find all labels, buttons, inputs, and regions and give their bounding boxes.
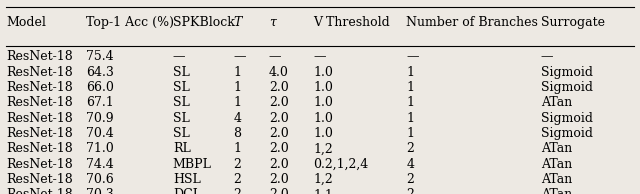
Text: HSL: HSL [173, 173, 200, 186]
Text: Surrogate: Surrogate [541, 16, 605, 29]
Text: ResNet-18: ResNet-18 [6, 158, 73, 171]
Text: Model: Model [6, 16, 46, 29]
Text: RL: RL [173, 142, 191, 155]
Text: SL: SL [173, 112, 189, 125]
Text: T: T [234, 16, 242, 29]
Text: 2.0: 2.0 [269, 142, 289, 155]
Text: 1.0: 1.0 [314, 127, 333, 140]
Text: Sigmoid: Sigmoid [541, 127, 593, 140]
Text: ResNet-18: ResNet-18 [6, 112, 73, 125]
Text: —: — [234, 50, 246, 63]
Text: Sigmoid: Sigmoid [541, 112, 593, 125]
Text: 74.4: 74.4 [86, 158, 114, 171]
Text: 1.0: 1.0 [314, 96, 333, 109]
Text: 66.0: 66.0 [86, 81, 115, 94]
Text: 2.0: 2.0 [269, 96, 289, 109]
Text: 70.4: 70.4 [86, 127, 114, 140]
Text: 1.0: 1.0 [314, 81, 333, 94]
Text: ResNet-18: ResNet-18 [6, 142, 73, 155]
Text: SPKBlock: SPKBlock [173, 16, 235, 29]
Text: DCL: DCL [173, 188, 201, 194]
Text: 2.0: 2.0 [269, 188, 289, 194]
Text: MBPL: MBPL [173, 158, 212, 171]
Text: ResNet-18: ResNet-18 [6, 173, 73, 186]
Text: Top-1 Acc (%): Top-1 Acc (%) [86, 16, 174, 29]
Text: 2: 2 [406, 173, 414, 186]
Text: 4.0: 4.0 [269, 66, 289, 79]
Text: —: — [406, 50, 419, 63]
Text: 2: 2 [406, 188, 414, 194]
Text: SL: SL [173, 127, 189, 140]
Text: 1: 1 [234, 81, 242, 94]
Text: —: — [314, 50, 326, 63]
Text: ResNet-18: ResNet-18 [6, 127, 73, 140]
Text: 70.3: 70.3 [86, 188, 114, 194]
Text: 1: 1 [406, 96, 415, 109]
Text: SL: SL [173, 66, 189, 79]
Text: 67.1: 67.1 [86, 96, 114, 109]
Text: ResNet-18: ResNet-18 [6, 188, 73, 194]
Text: 1: 1 [234, 142, 242, 155]
Text: 2.0: 2.0 [269, 112, 289, 125]
Text: 4: 4 [234, 112, 242, 125]
Text: 71.0: 71.0 [86, 142, 114, 155]
Text: ATan: ATan [541, 142, 572, 155]
Text: 2.0: 2.0 [269, 127, 289, 140]
Text: 4: 4 [406, 158, 415, 171]
Text: 2: 2 [234, 158, 241, 171]
Text: —: — [541, 50, 554, 63]
Text: 1,1: 1,1 [314, 188, 333, 194]
Text: Number of Branches: Number of Branches [406, 16, 538, 29]
Text: 70.6: 70.6 [86, 173, 114, 186]
Text: 1.0: 1.0 [314, 66, 333, 79]
Text: ResNet-18: ResNet-18 [6, 50, 73, 63]
Text: —: — [173, 50, 186, 63]
Text: 2: 2 [234, 173, 241, 186]
Text: 70.9: 70.9 [86, 112, 114, 125]
Text: 1,2: 1,2 [314, 173, 333, 186]
Text: ATan: ATan [541, 158, 572, 171]
Text: SL: SL [173, 81, 189, 94]
Text: 1,2: 1,2 [314, 142, 333, 155]
Text: —: — [269, 50, 282, 63]
Text: ATan: ATan [541, 173, 572, 186]
Text: ATan: ATan [541, 96, 572, 109]
Text: 2: 2 [406, 142, 414, 155]
Text: ATan: ATan [541, 188, 572, 194]
Text: 2.0: 2.0 [269, 81, 289, 94]
Text: 1: 1 [406, 66, 415, 79]
Text: 0.2,1,2,4: 0.2,1,2,4 [314, 158, 369, 171]
Text: 8: 8 [234, 127, 242, 140]
Text: 1: 1 [234, 66, 242, 79]
Text: ResNet-18: ResNet-18 [6, 81, 73, 94]
Text: ResNet-18: ResNet-18 [6, 66, 73, 79]
Text: V Threshold: V Threshold [314, 16, 390, 29]
Text: 2.0: 2.0 [269, 158, 289, 171]
Text: 1: 1 [406, 112, 415, 125]
Text: 1: 1 [406, 81, 415, 94]
Text: 64.3: 64.3 [86, 66, 115, 79]
Text: 1: 1 [406, 127, 415, 140]
Text: 2: 2 [234, 188, 241, 194]
Text: 75.4: 75.4 [86, 50, 114, 63]
Text: SL: SL [173, 96, 189, 109]
Text: ResNet-18: ResNet-18 [6, 96, 73, 109]
Text: 1.0: 1.0 [314, 112, 333, 125]
Text: τ: τ [269, 16, 276, 29]
Text: Sigmoid: Sigmoid [541, 81, 593, 94]
Text: 2.0: 2.0 [269, 173, 289, 186]
Text: Sigmoid: Sigmoid [541, 66, 593, 79]
Text: 1: 1 [234, 96, 242, 109]
